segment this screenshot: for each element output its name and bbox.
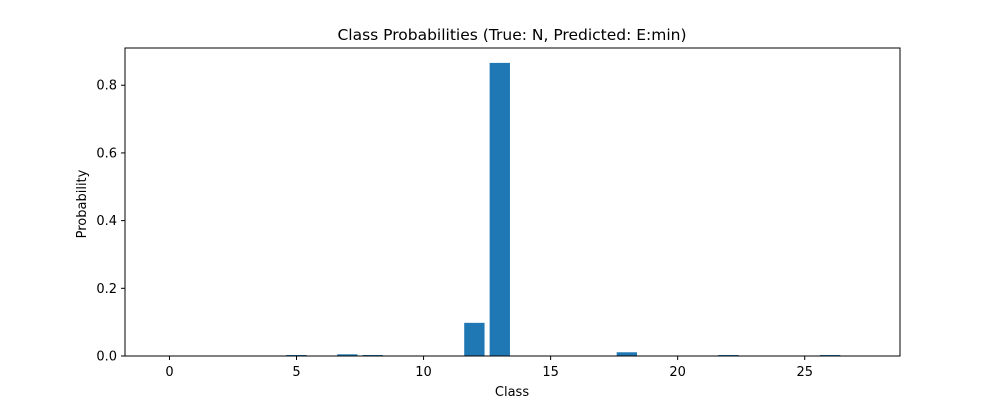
y-tick-label: 0.8 (96, 79, 117, 94)
bar-class-26 (819, 354, 841, 356)
bar-class-13 (489, 62, 510, 357)
y-tick-label: 0.4 (96, 214, 117, 229)
bar-class-8 (362, 354, 383, 356)
bar-class-7 (337, 354, 358, 356)
x-tick-label: 15 (542, 365, 559, 380)
bars-group (159, 62, 866, 357)
plot-frame (124, 47, 901, 357)
x-tick-label: 0 (165, 365, 173, 380)
x-tick-label: 20 (669, 365, 686, 380)
y-tick-label: 0.2 (96, 282, 117, 297)
y-axis-ticks: 0.0 0.2 0.4 0.6 0.8 (96, 79, 125, 365)
bar-class-12 (464, 322, 485, 356)
y-tick-label: 0.0 (96, 350, 117, 365)
chart-title: Class Probabilities (True: N, Predicted:… (337, 26, 686, 44)
x-tick-label: 5 (292, 365, 300, 380)
y-axis-label: Probability (75, 169, 90, 238)
x-tick-label: 10 (415, 365, 432, 380)
bar-class-22 (718, 354, 739, 356)
x-tick-label: 25 (796, 365, 813, 380)
x-axis-label: Class (495, 385, 529, 400)
y-tick-label: 0.6 (96, 146, 117, 161)
bar-class-5 (286, 354, 307, 356)
x-axis-ticks: 0 5 10 15 20 25 (165, 356, 813, 380)
bar-class-18 (616, 352, 638, 356)
